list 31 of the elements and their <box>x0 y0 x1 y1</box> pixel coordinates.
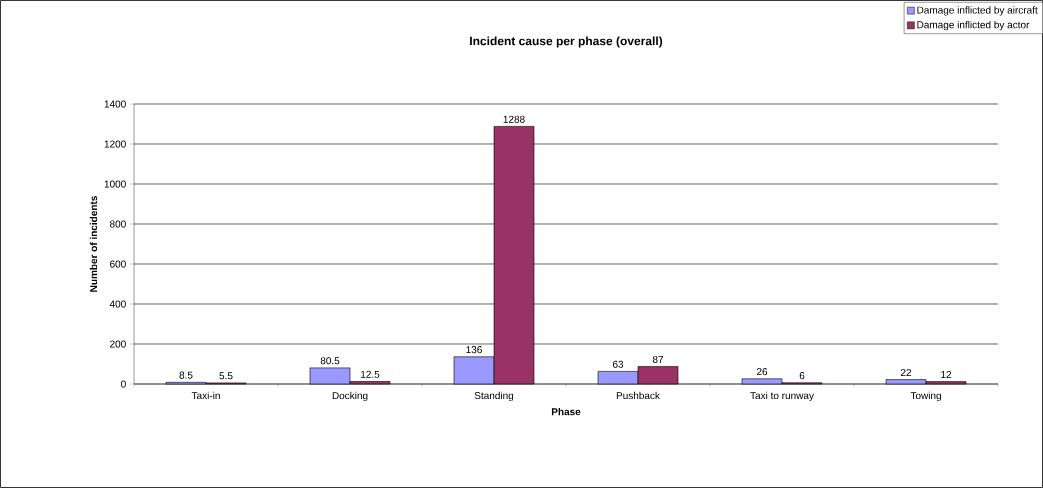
data-label: 136 <box>466 346 482 354</box>
y-tick-label: 1200 <box>104 140 126 148</box>
data-label: 87 <box>652 355 664 363</box>
x-tick-label: Pushback <box>616 391 660 400</box>
legend-label: Damage inflicted by actor <box>917 20 1030 31</box>
data-label: 80.5 <box>320 357 340 365</box>
x-tick-label: Taxi-in <box>191 391 220 400</box>
data-label: 63 <box>612 360 624 368</box>
data-label: 6 <box>799 372 805 380</box>
y-axis-title: Number of incidents <box>89 196 98 292</box>
y-tick-label: 1400 <box>104 100 126 108</box>
y-tick-label: 600 <box>110 260 126 268</box>
data-label: 12.5 <box>361 370 380 378</box>
data-label: 8.5 <box>179 371 193 379</box>
x-tick-label: Taxi to runway <box>750 391 814 402</box>
y-tick-label: 0 <box>121 380 126 388</box>
y-tick-label: 1000 <box>104 180 126 188</box>
x-tick-label: Docking <box>332 391 368 402</box>
x-tick-label: Towing <box>910 391 941 402</box>
data-label: 22 <box>900 368 912 376</box>
data-label: 26 <box>756 368 768 376</box>
data-label: 5.5 <box>219 372 233 380</box>
data-label: 1288 <box>503 115 525 123</box>
y-tick-label: 400 <box>109 300 126 308</box>
data-label: 12 <box>941 370 952 378</box>
legend-label: Damage inflicted by aircraft <box>917 6 1038 16</box>
y-tick-label: 800 <box>109 220 126 228</box>
x-tick-label: Standing <box>474 391 514 402</box>
y-tick-label: 200 <box>110 340 126 348</box>
x-axis-title: Phase <box>551 407 581 416</box>
chart-title: Incident cause per phase (overall) <box>470 36 663 48</box>
